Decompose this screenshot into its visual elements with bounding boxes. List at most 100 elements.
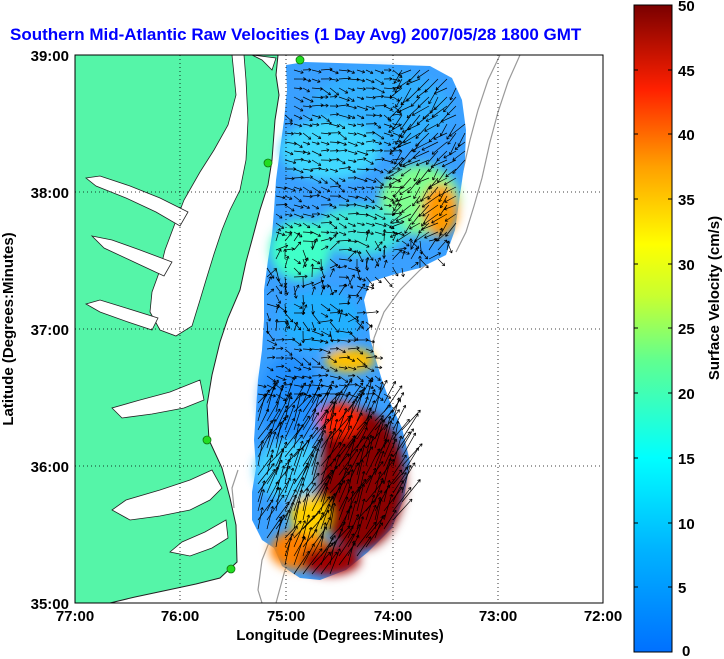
velocity-vector <box>302 96 314 103</box>
velocity-vector <box>302 67 312 72</box>
velocity-vector <box>257 489 265 512</box>
velocity-vector <box>310 263 315 278</box>
velocity-vector <box>374 123 382 129</box>
plot-area <box>75 55 603 603</box>
velocity-vector <box>365 130 376 135</box>
velocity-vector <box>347 338 357 342</box>
velocity-vector <box>365 257 370 269</box>
velocity-vector <box>365 391 376 396</box>
velocity-vector <box>338 141 347 146</box>
velocity-vector <box>401 409 421 431</box>
velocity-vector <box>311 425 327 449</box>
velocity-vector <box>329 112 340 117</box>
velocity-vector <box>320 318 333 323</box>
velocity-vector <box>302 281 314 287</box>
colorbar-gradient <box>633 4 673 653</box>
velocity-vector <box>365 400 376 422</box>
velocity-vector <box>428 132 439 143</box>
velocity-vector <box>365 139 376 143</box>
velocity-vector <box>383 159 394 164</box>
velocity-vector <box>302 514 311 539</box>
velocity-vector <box>392 202 402 207</box>
velocity-vector <box>320 114 330 122</box>
velocity-vector <box>311 279 325 287</box>
velocity-vector <box>347 373 356 378</box>
velocity-vector <box>392 231 398 242</box>
y-tick-label: 39:00 <box>31 48 69 65</box>
velocity-vector <box>365 522 383 548</box>
velocity-vector <box>347 540 356 566</box>
velocity-vector <box>428 238 437 251</box>
velocity-vector <box>329 482 342 512</box>
velocity-vector <box>425 150 439 165</box>
velocity-vector <box>338 87 349 94</box>
velocity-vector <box>293 284 300 296</box>
velocity-vector <box>329 418 339 449</box>
velocity-vector <box>311 177 322 184</box>
velocity-vector <box>311 222 321 229</box>
velocity-vector <box>293 348 303 352</box>
velocity-vector <box>439 195 448 209</box>
velocity-vector <box>356 348 364 355</box>
velocity-vector <box>302 132 312 140</box>
velocity-vector <box>432 168 439 181</box>
velocity-vector <box>374 404 391 422</box>
velocity-vector <box>293 258 301 265</box>
velocity-vector <box>365 105 375 110</box>
velocity-vector <box>329 104 339 108</box>
velocity-vector <box>383 68 392 72</box>
velocity-vector <box>356 222 365 227</box>
velocity-vector <box>320 366 330 372</box>
velocity-vector <box>383 185 393 189</box>
velocity-vector <box>284 525 298 548</box>
velocity-vector <box>365 177 377 183</box>
velocity-vector <box>347 69 355 74</box>
velocity-vector <box>338 496 349 521</box>
velocity-vector <box>347 141 358 147</box>
velocity-vector <box>311 418 330 440</box>
velocity-vector <box>329 213 340 221</box>
velocity-vector <box>275 449 285 476</box>
velocity-vector <box>302 548 323 575</box>
velocity-vector <box>407 177 421 194</box>
velocity-vector <box>356 396 369 422</box>
velocity-vector <box>284 195 293 200</box>
velocity-vector <box>329 338 341 343</box>
velocity-vector <box>412 195 421 207</box>
velocity-vector <box>383 438 398 467</box>
velocity-vector <box>293 483 305 512</box>
velocity-vector <box>374 157 385 161</box>
velocity-vector <box>374 381 384 413</box>
colorbar-tick-label: 25 <box>678 321 695 338</box>
velocity-vector <box>302 445 317 476</box>
velocity-vector <box>275 375 286 381</box>
velocity-vector <box>320 441 342 467</box>
velocity-vector <box>356 321 364 329</box>
velocity-vector <box>347 202 357 207</box>
velocity-vector <box>311 78 321 83</box>
velocity-vector <box>356 141 365 146</box>
velocity-vector <box>293 96 304 103</box>
velocity-vector <box>320 131 332 136</box>
velocity-vector <box>320 380 334 404</box>
x-axis: 77:00 76:00 75:00 74:00 73:00 72:00 Long… <box>56 608 622 644</box>
velocity-vector <box>392 78 401 83</box>
velocity-vector <box>374 419 386 449</box>
velocity-vector <box>284 434 303 458</box>
velocity-vector <box>266 459 283 485</box>
velocity-vector <box>320 373 329 378</box>
velocity-vector <box>347 357 356 362</box>
velocity-vector <box>440 114 457 123</box>
velocity-vector <box>302 375 312 380</box>
velocity-vectors <box>257 67 466 575</box>
velocity-vector <box>293 204 304 209</box>
velocity-vector <box>356 249 364 263</box>
velocity-vector <box>293 366 302 371</box>
velocity-vector <box>356 536 372 557</box>
velocity-vector <box>437 227 444 242</box>
velocity-vector <box>374 393 384 401</box>
velocity-vector <box>365 324 373 332</box>
velocity-vector <box>383 141 392 146</box>
velocity-vector <box>383 105 393 111</box>
velocity-vector <box>411 105 430 116</box>
